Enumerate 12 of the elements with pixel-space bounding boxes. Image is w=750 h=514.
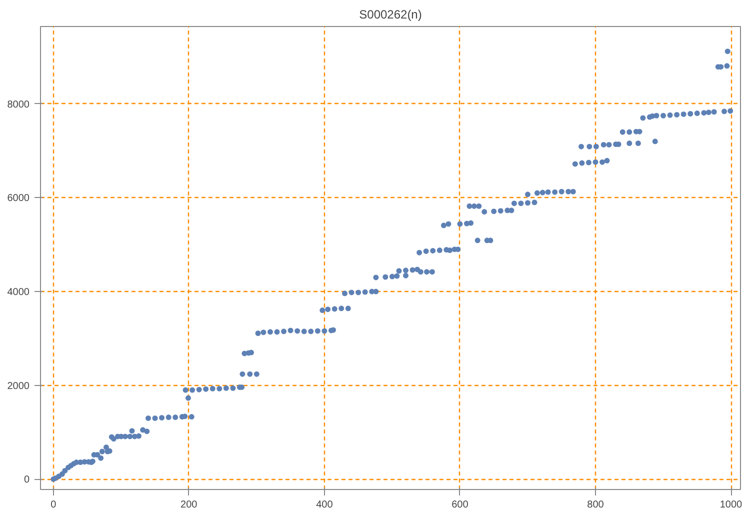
x-tick-label: 800 [587, 500, 604, 510]
x-tick-label: 1000 [720, 500, 743, 510]
x-tick-label: 200 [180, 500, 198, 510]
x-tick-label: 400 [316, 500, 334, 510]
x-tick-label: 0 [50, 500, 57, 510]
chart-title: S000262(n) [359, 8, 422, 22]
y-tick-label: 8000 [7, 99, 30, 110]
y-tick-label: 2000 [7, 380, 30, 392]
x-tick-label: 600 [452, 500, 469, 510]
y-tick-label: 4000 [7, 287, 30, 298]
y-tick-label: 0 [24, 474, 30, 486]
y-tick-label: 6000 [7, 193, 30, 204]
